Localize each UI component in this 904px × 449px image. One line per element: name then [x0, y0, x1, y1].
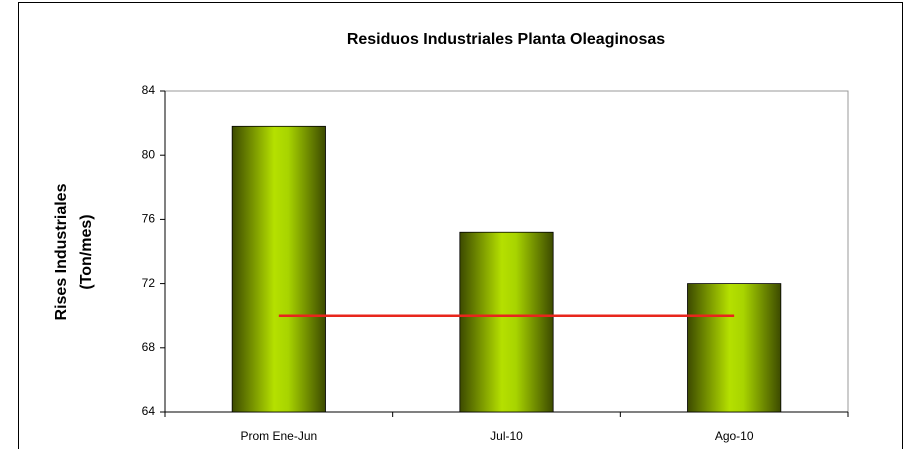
y-tick-label: 68: [142, 340, 156, 354]
y-axis-label: (Ton/mes): [78, 214, 95, 289]
y-axis-label: Rises Industriales: [53, 183, 70, 320]
y-tick-label: 80: [142, 147, 156, 161]
y-tick-label: 72: [142, 276, 156, 290]
bar: [687, 283, 782, 413]
x-tick-label: Prom Ene-Jun: [240, 429, 317, 443]
bar: [459, 231, 554, 413]
x-tick-label: Jul-10: [490, 429, 523, 443]
chart-title: Residuos Industriales Planta Oleaginosas: [347, 31, 665, 48]
y-tick-label: 64: [142, 404, 156, 418]
y-tick-label: 76: [142, 212, 156, 226]
x-tick-label: Ago-10: [715, 429, 754, 443]
bar: [231, 125, 326, 413]
y-tick-label: 84: [142, 83, 156, 97]
